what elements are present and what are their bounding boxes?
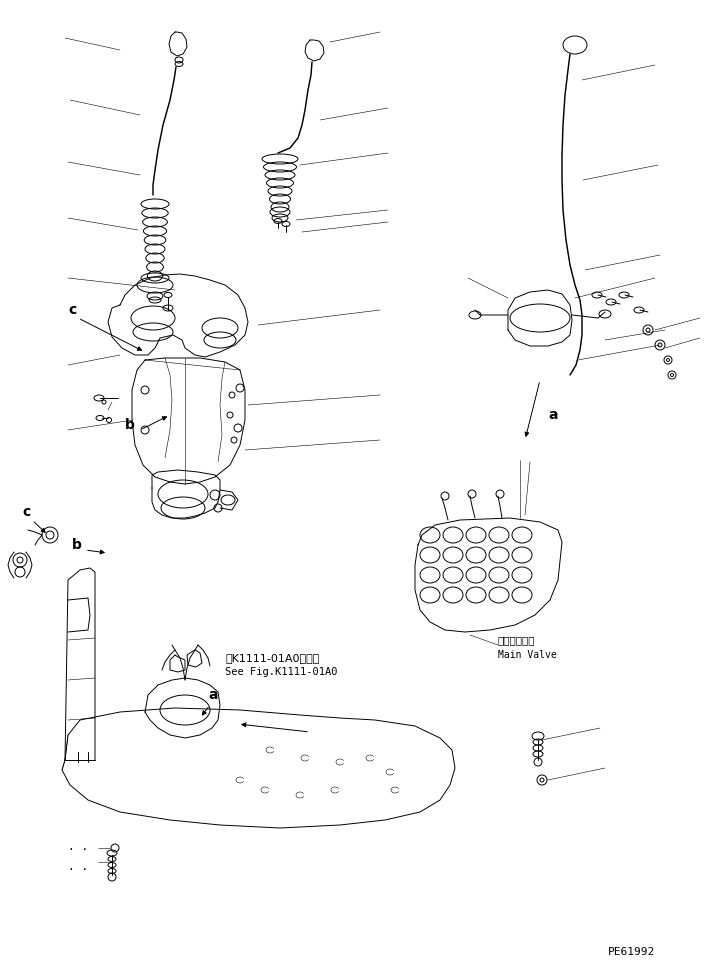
Text: b: b bbox=[125, 418, 135, 432]
Text: c: c bbox=[22, 505, 30, 519]
Text: c: c bbox=[68, 303, 77, 317]
Text: b: b bbox=[72, 538, 82, 552]
Text: · ·: · · bbox=[68, 845, 88, 855]
Text: a: a bbox=[208, 688, 217, 702]
Text: 第K1111-01A0図参照: 第K1111-01A0図参照 bbox=[225, 653, 319, 663]
Text: a: a bbox=[548, 408, 557, 422]
Text: · ·: · · bbox=[68, 865, 88, 875]
Text: See Fig.K1111-01A0: See Fig.K1111-01A0 bbox=[225, 667, 337, 677]
Text: Main Valve: Main Valve bbox=[498, 650, 557, 660]
Text: メインバルブ: メインバルブ bbox=[498, 635, 536, 645]
Text: PE61992: PE61992 bbox=[608, 947, 656, 957]
